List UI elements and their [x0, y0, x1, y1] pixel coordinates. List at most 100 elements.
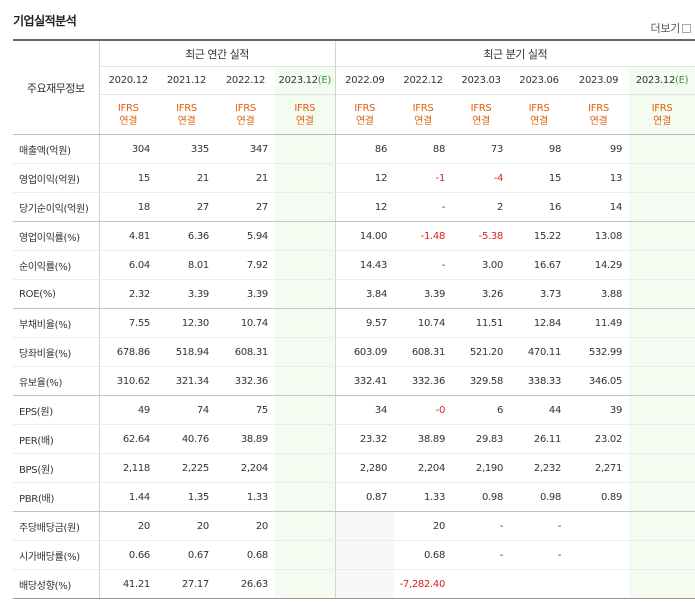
value-cell: 3.88	[568, 279, 630, 309]
value-cell	[334, 540, 395, 570]
value-cell	[629, 424, 695, 454]
value-cell: 0.98	[510, 482, 569, 512]
value-cell: 304	[98, 134, 157, 164]
value-cell	[629, 163, 695, 193]
ifrs-header: IFRS 연결	[275, 94, 336, 135]
ifrs-label: IFRS	[354, 102, 376, 114]
value-cell: -	[510, 540, 569, 570]
value-cell	[275, 337, 336, 367]
value-cell: 11.49	[568, 308, 630, 338]
value-cell: 3.26	[452, 279, 511, 309]
ifrs-header: IFRS 연결	[157, 94, 216, 135]
ifrs-header: IFRS 연결	[568, 94, 630, 135]
value-cell: 21	[157, 163, 216, 193]
row-label: BPS(원)	[13, 453, 99, 483]
value-cell: 20	[394, 511, 453, 541]
table-row: 매출액(억원) 304 335 347 86 88 73 98 99	[13, 134, 695, 164]
value-cell: 12.84	[510, 308, 569, 338]
value-cell: 1.33	[394, 482, 453, 512]
ifrs-label: IFRS	[117, 102, 139, 114]
value-cell: 15	[98, 163, 157, 193]
row-label: 주당배당금(원)	[13, 511, 99, 541]
value-cell: 329.58	[452, 366, 511, 396]
consolidated-label: 연결	[653, 115, 671, 127]
ifrs-header: IFRS 연결	[216, 94, 275, 135]
value-cell	[629, 221, 695, 251]
value-cell: 73	[452, 134, 511, 164]
value-cell: 23.02	[568, 424, 630, 454]
value-cell: 62.64	[98, 424, 157, 454]
value-cell	[629, 308, 695, 338]
value-cell: 20	[98, 511, 157, 541]
ifrs-label: IFRS	[235, 102, 256, 114]
value-cell: 608.31	[216, 337, 275, 367]
more-label[interactable]: 더보기	[650, 22, 681, 35]
value-cell: 470.11	[510, 337, 569, 367]
more-link[interactable]: 더보기	[651, 20, 691, 36]
period-label: 2023.12	[635, 75, 676, 86]
ifrs-label: IFRS	[294, 102, 316, 114]
value-cell	[275, 569, 336, 599]
ifrs-header: IFRS 연결	[98, 94, 157, 135]
value-cell	[629, 511, 695, 541]
value-cell	[275, 250, 336, 280]
period-label: 2023.12	[278, 75, 319, 86]
period-header: 2023.03	[452, 66, 511, 95]
value-cell	[629, 453, 695, 483]
consolidated-label: 연결	[295, 115, 314, 127]
value-cell: 18	[98, 192, 157, 222]
value-cell	[275, 540, 336, 570]
value-cell: 332.41	[334, 366, 395, 396]
value-cell: 335	[157, 134, 216, 164]
value-cell: -	[394, 250, 453, 280]
row-label: 영업이익(억원)	[13, 163, 99, 193]
table-row: 부채비율(%) 7.55 12.30 10.74 9.57 10.74 11.51 12.84…	[13, 308, 695, 338]
ifrs-header: IFRS 연결	[394, 94, 453, 135]
value-cell	[629, 279, 695, 309]
value-cell: 26.11	[510, 424, 569, 454]
value-cell: 338.33	[510, 366, 569, 396]
value-cell: -1	[394, 163, 453, 193]
value-cell	[568, 540, 630, 570]
quarterly-group-header: 최근 분기 실적	[334, 39, 695, 67]
value-cell: 38.89	[216, 424, 275, 454]
value-cell: 5.94	[216, 221, 275, 251]
value-cell: 27	[216, 192, 275, 222]
value-cell: 26.63	[216, 569, 275, 599]
value-cell	[275, 453, 336, 483]
value-cell: 14.29	[568, 250, 630, 280]
value-cell: 2,280	[334, 453, 395, 483]
consolidated-label: 연결	[589, 115, 608, 127]
period-label: 2023.06	[519, 75, 559, 86]
consolidated-label: 연결	[119, 115, 138, 127]
value-cell: 74	[157, 395, 216, 425]
row-label: PBR(배)	[13, 482, 99, 512]
value-cell: -5.38	[452, 221, 511, 251]
value-cell: 8.01	[157, 250, 216, 280]
value-cell: 2,232	[510, 453, 569, 483]
period-header: 2022.09	[334, 66, 395, 95]
value-cell: 99	[568, 134, 630, 164]
table-row: 영업이익(억원) 15 21 21 12 -1 -4 15 13	[13, 163, 695, 193]
value-cell: -	[452, 540, 511, 570]
value-cell: 2,204	[394, 453, 453, 483]
value-cell: 332.36	[394, 366, 453, 396]
more-arrow-icon[interactable]	[682, 24, 691, 33]
row-label: ROE(%)	[13, 279, 99, 309]
consolidated-label: 연결	[177, 115, 196, 127]
table-row: 영업이익률(%) 4.81 6.36 5.94 14.00 -1.48 -5.38 15.22…	[13, 221, 695, 251]
table-row: 시가배당률(%) 0.66 0.67 0.68 0.68- -	[13, 540, 695, 570]
table-row: ROE(%) 2.32 3.39 3.39 3.84 3.39 3.26 3.73 3.88	[13, 279, 695, 309]
value-cell: 14	[568, 192, 630, 222]
row-label: PER(배)	[13, 424, 99, 454]
value-cell: 346.05	[568, 366, 630, 396]
ifrs-header: IFRS 연결	[452, 94, 511, 135]
table-row: 당좌비율(%) 678.86 518.94 608.31 603.09 608.31 521…	[13, 337, 695, 367]
row-label: 시가배당률(%)	[13, 540, 99, 570]
value-cell: 16	[510, 192, 569, 222]
value-cell: -4	[452, 163, 511, 193]
period-label: 2023.03	[461, 75, 501, 86]
value-cell: 2,204	[216, 453, 275, 483]
value-cell: 12	[334, 163, 395, 193]
value-cell: 27	[157, 192, 216, 222]
